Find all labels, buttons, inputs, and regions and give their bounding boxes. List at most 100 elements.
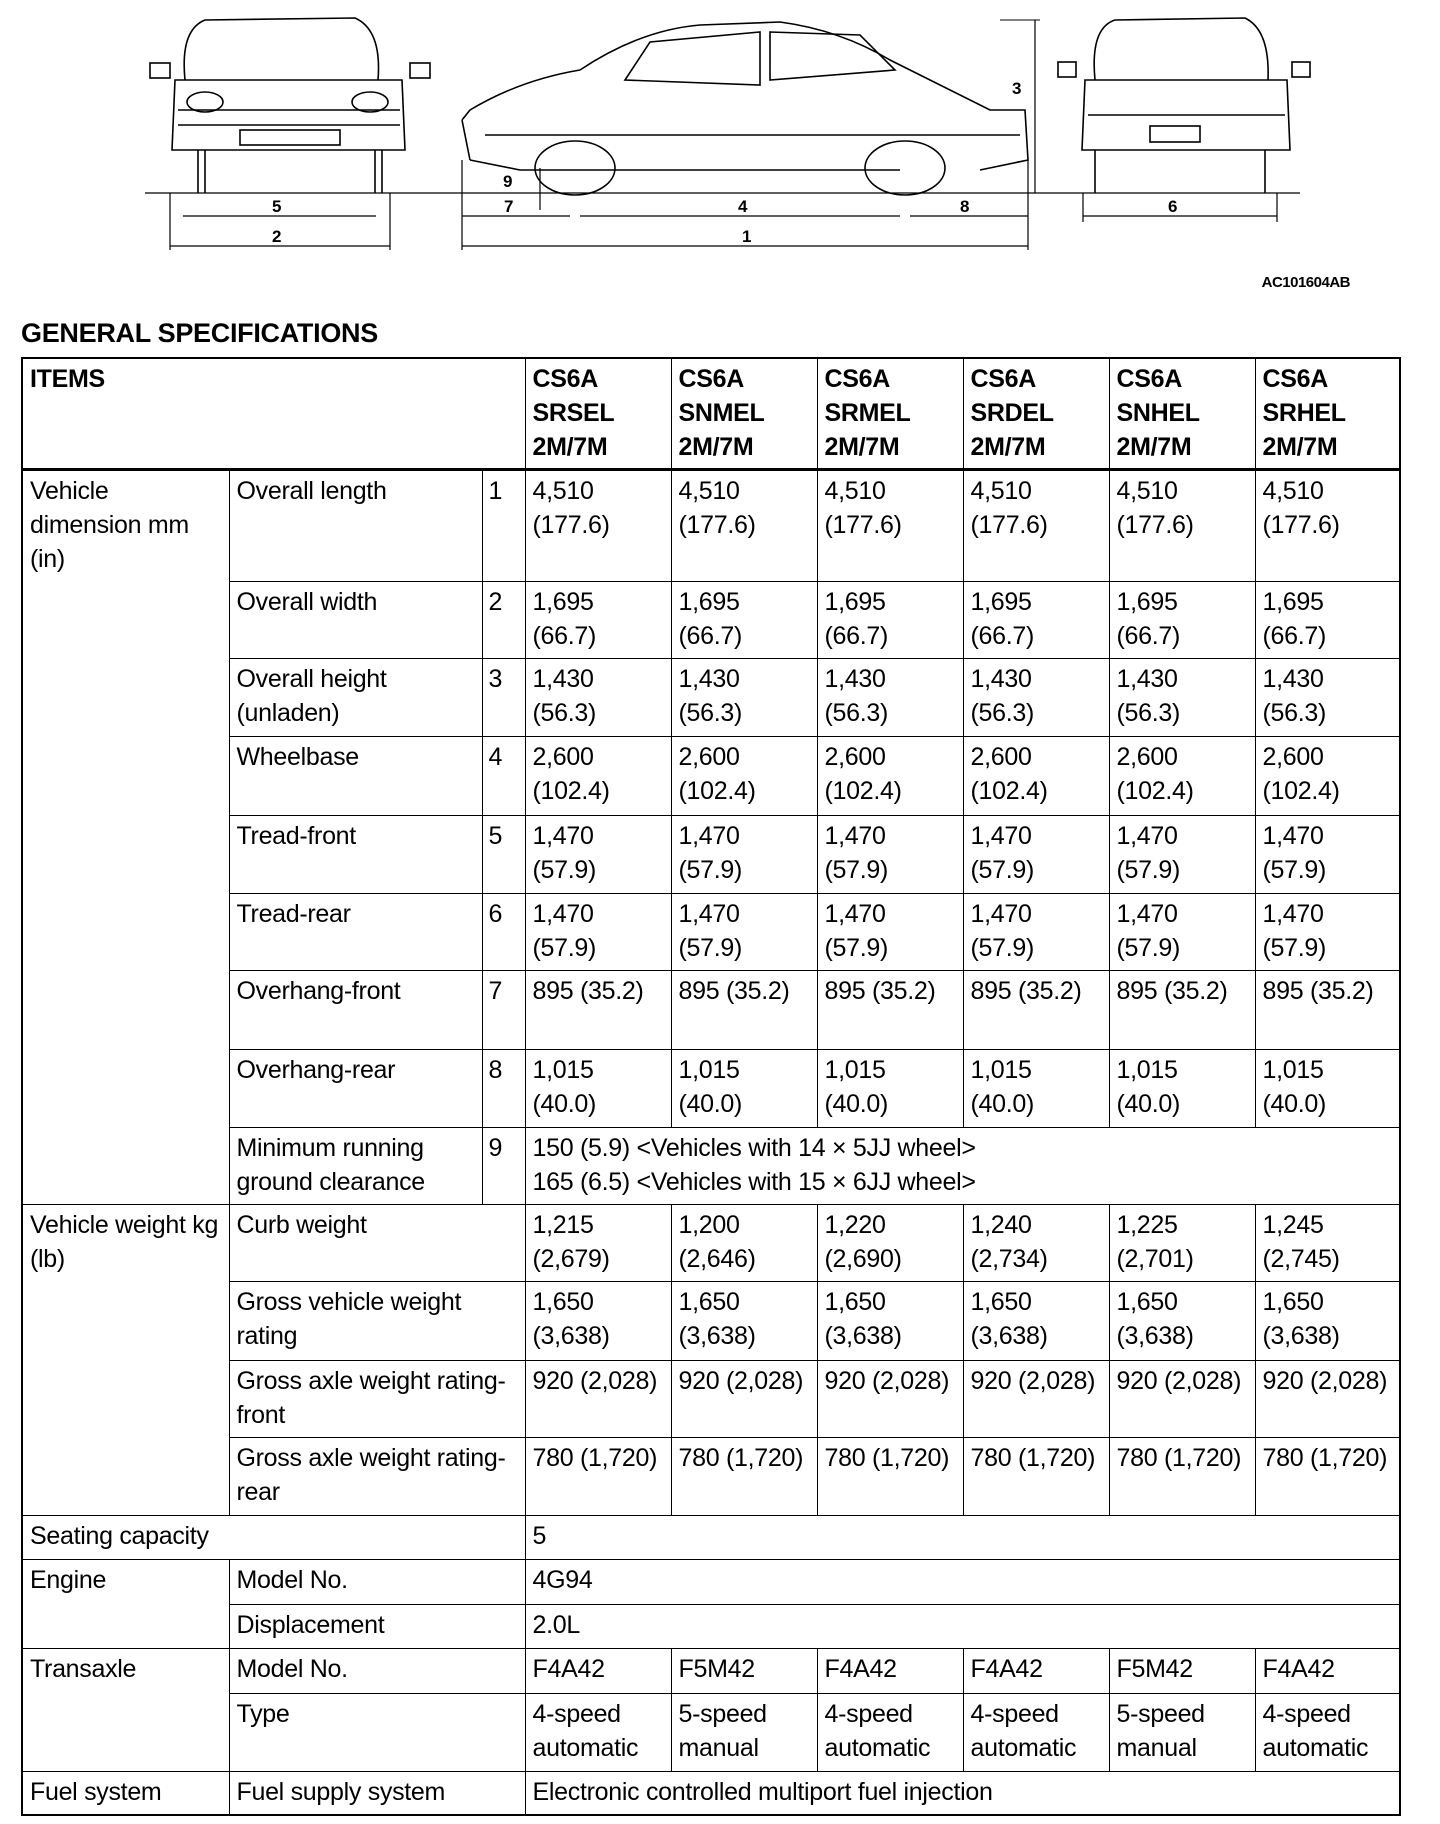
value-cell: 1,470 (57.9)	[962, 814, 1110, 894]
item-number: 8	[481, 1048, 526, 1128]
value-cell: 1,695 (66.7)	[1254, 580, 1401, 659]
value-cell: 4,510 (177.6)	[1108, 468, 1256, 582]
model-header: CS6A SRHEL 2M/7M	[1254, 357, 1401, 471]
model-header-line: SNHEL	[1116, 399, 1201, 427]
value-cell: 1,470 (57.9)	[816, 814, 964, 894]
fuel-supply-value: Electronic controlled multiport fuel inj…	[524, 1770, 1401, 1816]
items-header: ITEMS	[21, 357, 526, 471]
value-cell: 780 (1,720)	[524, 1436, 672, 1516]
item-label: Overhang-front	[228, 969, 483, 1050]
value-cell: 1,200 (2,646)	[670, 1203, 818, 1282]
table-row: Vehicle dimension mm (in) Overall length 1…	[21, 468, 1401, 1205]
engine-model-label: Model No.	[228, 1558, 526, 1605]
value-cell: 1,470 (57.9)	[962, 892, 1110, 971]
value-cell: 780 (1,720)	[962, 1436, 1110, 1516]
value-cell: 895 (35.2)	[962, 969, 1110, 1050]
item-number: 4	[481, 735, 526, 816]
value-cell: 1,650 (3,638)	[816, 1280, 964, 1361]
model-header-line: CS6A	[824, 365, 891, 393]
value-cell: 780 (1,720)	[816, 1436, 964, 1516]
transaxle-type-value: 4-speed automatic	[962, 1692, 1110, 1772]
value-cell: 920 (2,028)	[1108, 1359, 1256, 1438]
item-number: 2	[481, 580, 526, 659]
table-row: Engine Model No. 4G94	[21, 1558, 1401, 1649]
value-cell: 1,470 (57.9)	[1108, 814, 1256, 894]
table-row: Overall height (unladen) 3 1,430 (56.3) 1,4…	[22, 657, 1401, 737]
value-cell: 1,695 (66.7)	[816, 580, 964, 659]
group-label-weight: Vehicle weight kg (lb)	[21, 1203, 230, 1516]
seating-value: 5	[524, 1514, 1401, 1560]
transaxle-model-value: F5M42	[670, 1647, 818, 1694]
value-cell: 920 (2,028)	[670, 1359, 818, 1438]
transaxle-type-value: 5-speed manual	[1108, 1692, 1256, 1772]
engine-label: Engine	[21, 1558, 230, 1649]
rear-view-drawing	[1057, 17, 1311, 193]
model-header-line: 2M/7M	[532, 433, 608, 461]
page-title: GENERAL SPECIFICATIONS	[21, 318, 378, 348]
item-label: Wheelbase	[228, 735, 483, 816]
item-number: 5	[481, 814, 526, 894]
item-label: Gross axle weight rating-front	[228, 1359, 526, 1438]
table-row: Gross axle weight rating-rear 780 (1,720)…	[22, 1436, 1401, 1516]
value-cell: 1,430 (56.3)	[670, 657, 818, 737]
value-cell: 1,015 (40.0)	[962, 1048, 1110, 1128]
value-cell: 1,015 (40.0)	[524, 1048, 672, 1128]
model-header-line: SRSEL	[532, 399, 615, 427]
value-cell: 1,470 (57.9)	[1254, 814, 1401, 894]
value-cell: 1,430 (56.3)	[816, 657, 964, 737]
value-cell: 1,225 (2,701)	[1108, 1203, 1256, 1282]
item-label: Overall length	[228, 468, 483, 582]
front-view-drawing	[149, 17, 431, 193]
table-row: Displacement 2.0L	[22, 1603, 1401, 1649]
model-header-line: CS6A	[678, 365, 745, 393]
item-label: Overall width	[228, 580, 483, 659]
value-cell: 780 (1,720)	[1108, 1436, 1256, 1516]
item-label: Gross vehicle weight rating	[228, 1280, 526, 1361]
value-cell: 1,430 (56.3)	[1254, 657, 1401, 737]
value-cell: 895 (35.2)	[524, 969, 672, 1050]
value-cell: 1,695 (66.7)	[524, 580, 672, 659]
value-cell: 1,695 (66.7)	[670, 580, 818, 659]
model-header: CS6A SNHEL 2M/7M	[1108, 357, 1256, 471]
transaxle-model-value: F4A42	[524, 1647, 672, 1694]
value-cell: 1,470 (57.9)	[524, 814, 672, 894]
value-cell: 780 (1,720)	[1254, 1436, 1401, 1516]
value-cell: 1,470 (57.9)	[524, 892, 672, 971]
item-label: Tread-front	[228, 814, 483, 894]
dim-label-3: 3	[1012, 79, 1021, 98]
model-header-line: CS6A	[1116, 365, 1183, 393]
model-header-line: 2M/7M	[824, 433, 900, 461]
value-cell: 2,600 (102.4)	[1254, 735, 1401, 816]
dim-label-1: 1	[742, 227, 751, 246]
model-header: CS6A SRMEL 2M/7M	[816, 357, 964, 471]
value-cell: 1,430 (56.3)	[524, 657, 672, 737]
value-cell: 2,600 (102.4)	[962, 735, 1110, 816]
transaxle-model-value: F4A42	[816, 1647, 964, 1694]
value-cell: 895 (35.2)	[1254, 969, 1401, 1050]
value-cell: 1,015 (40.0)	[1108, 1048, 1256, 1128]
clearance-values: 150 (5.9) <Vehicles with 14 × 5JJ wheel>…	[524, 1126, 1401, 1205]
model-header-line: 2M/7M	[1262, 433, 1338, 461]
clearance-line: 150 (5.9) <Vehicles with 14 × 5JJ wheel>	[532, 1133, 976, 1162]
dim-label-8: 8	[960, 197, 969, 216]
side-view-drawing	[461, 19, 1040, 196]
item-label: Tread-rear	[228, 892, 483, 971]
value-cell: 4,510 (177.6)	[670, 468, 818, 582]
transaxle-type-value: 4-speed automatic	[816, 1692, 964, 1772]
vehicle-dimension-diagram: 1 2 3 4 5 6 7 8 9	[145, 17, 1311, 250]
diagram-code: AC101604AB	[1261, 274, 1351, 291]
value-cell: 1,650 (3,638)	[1108, 1280, 1256, 1361]
value-cell: 895 (35.2)	[816, 969, 964, 1050]
transaxle-label: Transaxle	[21, 1647, 230, 1772]
value-cell: 920 (2,028)	[816, 1359, 964, 1438]
value-cell: 4,510 (177.6)	[816, 468, 964, 582]
displacement-value: 2.0L	[524, 1603, 1401, 1649]
group-label-dimension: Vehicle dimension mm (in)	[21, 468, 230, 1205]
value-cell: 1,240 (2,734)	[962, 1203, 1110, 1282]
dim-label-9: 9	[503, 172, 512, 191]
item-label: Curb weight	[228, 1203, 526, 1282]
value-cell: 2,600 (102.4)	[1108, 735, 1256, 816]
table-row: Gross axle weight rating-front 920 (2,028…	[22, 1359, 1401, 1438]
model-header-line: 2M/7M	[678, 433, 754, 461]
value-cell: 1,470 (57.9)	[670, 814, 818, 894]
